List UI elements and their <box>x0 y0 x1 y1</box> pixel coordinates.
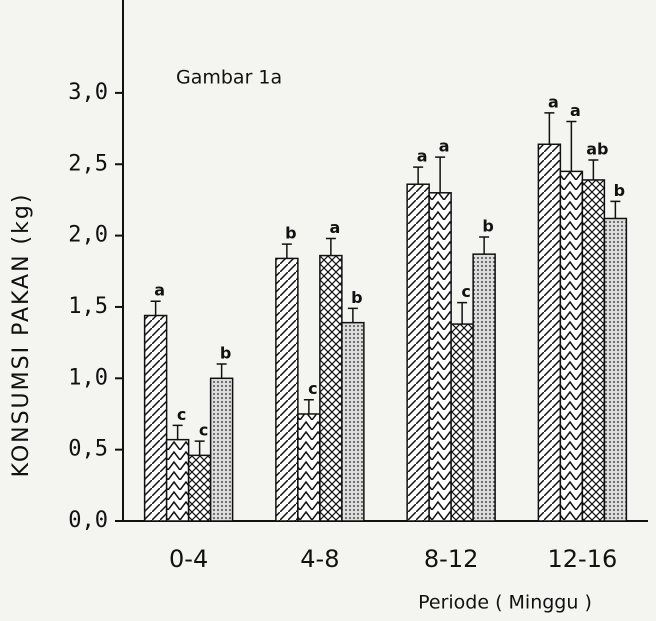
bar <box>603 217 628 522</box>
value-label: b <box>482 217 493 236</box>
error-bar <box>588 159 599 180</box>
error-bar <box>150 300 161 316</box>
bar <box>297 413 321 522</box>
value-label: a <box>439 137 450 156</box>
bar <box>275 257 299 522</box>
error-bar <box>435 156 446 193</box>
error-bar <box>303 398 314 414</box>
error-bar <box>216 363 227 379</box>
bar <box>537 143 562 522</box>
value-label: a <box>570 101 581 120</box>
value-label: b <box>351 288 362 307</box>
x-tick-label: 4-8 <box>300 545 339 573</box>
error-bar <box>544 112 555 145</box>
error-bar <box>413 166 424 185</box>
error-bar <box>610 200 621 219</box>
value-label: c <box>199 421 208 440</box>
error-bar <box>281 243 292 259</box>
bar <box>209 377 234 522</box>
bar <box>450 323 474 522</box>
value-label: ab <box>586 139 608 158</box>
value-label: a <box>154 281 165 300</box>
error-bar <box>566 120 577 172</box>
bar <box>187 454 212 522</box>
annotation: Gambar 1a <box>176 67 282 89</box>
value-label: c <box>308 379 317 398</box>
y-tick-label: 0,0 <box>68 508 108 533</box>
x-tick-label: 12-16 <box>548 545 618 573</box>
value-label: b <box>220 344 231 363</box>
bar <box>581 179 606 522</box>
error-bar <box>325 237 336 256</box>
bar <box>406 183 430 522</box>
value-label: c <box>461 282 470 301</box>
y-tick-label: 2,5 <box>68 151 108 176</box>
bar <box>428 192 452 522</box>
x-tick-label: 8-12 <box>424 545 478 573</box>
y-axis-label: KONSUMSI PAKAN (kg) <box>9 193 34 478</box>
error-bar <box>479 236 490 255</box>
y-tick-label: 2,0 <box>68 223 108 248</box>
value-label: b <box>285 224 296 243</box>
value-label: a <box>548 92 559 111</box>
bar <box>559 170 584 522</box>
y-tick-label: 3,0 <box>68 80 108 105</box>
bar <box>319 254 343 522</box>
bar <box>165 438 190 522</box>
y-tick-label: 0,5 <box>68 437 108 462</box>
error-bar <box>457 301 468 325</box>
error-bar <box>347 307 358 323</box>
bar <box>143 314 168 522</box>
y-tick-label: 1,0 <box>68 365 108 390</box>
error-bar <box>194 440 205 456</box>
value-label: c <box>177 405 186 424</box>
y-tick-label: 1,5 <box>68 294 108 319</box>
bar <box>341 321 365 522</box>
value-label: a <box>417 147 428 166</box>
error-bar <box>172 424 183 440</box>
bar <box>472 253 496 522</box>
x-axis-label: Periode ( Minggu ) <box>418 592 592 614</box>
value-label: b <box>614 181 625 200</box>
x-tick-label: 0-4 <box>169 545 208 573</box>
value-label: a <box>329 218 340 237</box>
